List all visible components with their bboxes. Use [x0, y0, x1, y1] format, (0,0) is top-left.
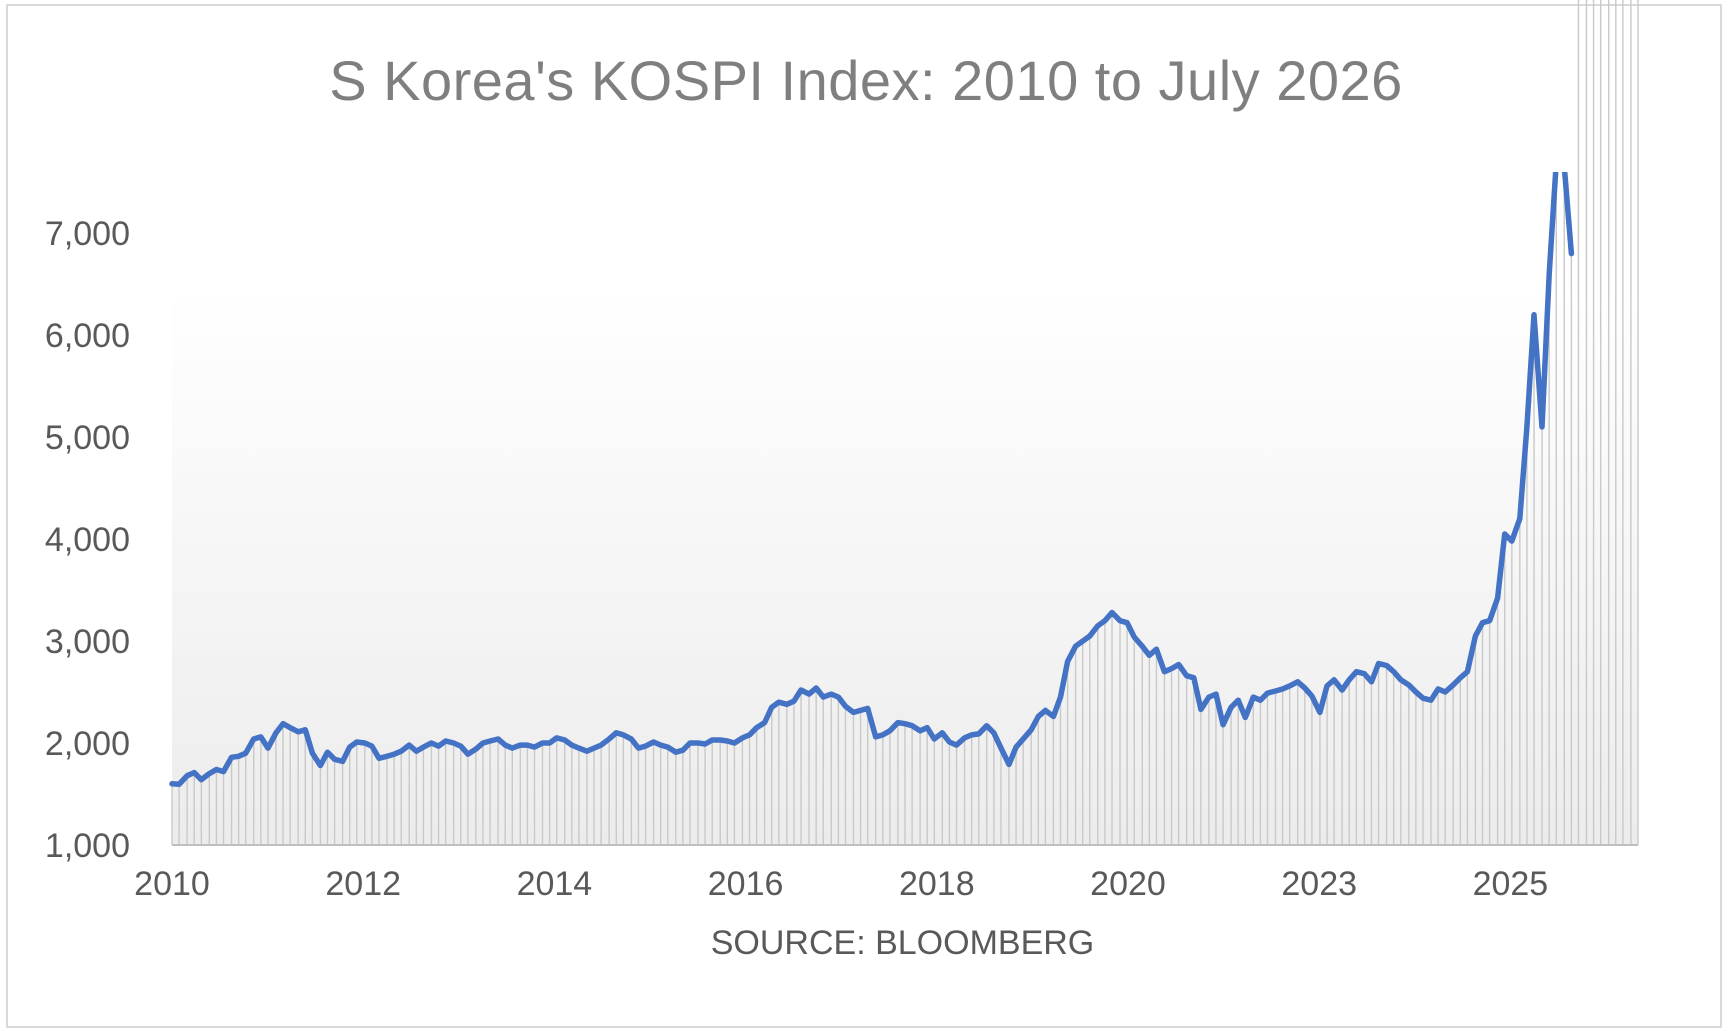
chart-title: S Korea's KOSPI Index: 2010 to July 2026	[329, 49, 1403, 112]
x-tick-label: 2012	[325, 865, 401, 903]
x-tick-label: 2025	[1473, 865, 1549, 903]
y-tick-label: 1,000	[45, 827, 130, 865]
series-line-group	[169, 172, 1575, 788]
x-tick-label: 2016	[708, 865, 784, 903]
y-tick-label: 7,000	[45, 215, 130, 253]
x-tick-label: 2023	[1281, 865, 1357, 903]
y-tick-label: 3,000	[45, 623, 130, 661]
y-tick-label: 2,000	[45, 725, 130, 763]
y-axis: 1,000 2,000 3,000 4,000 5,000 6,000 7,000	[45, 215, 130, 865]
x-tick-label: 2010	[134, 865, 210, 903]
x-tick-label: 2020	[1090, 865, 1166, 903]
x-tick-label: 2018	[899, 865, 975, 903]
y-tick-label: 6,000	[45, 317, 130, 355]
x-axis: 2010 2012 2014 2016 2018 2020 2023 2025	[134, 865, 1548, 903]
y-tick-label: 4,000	[45, 521, 130, 559]
x-tick-label: 2014	[517, 865, 593, 903]
y-tick-label: 5,000	[45, 419, 130, 457]
area-lines	[171, 0, 1639, 845]
series-line	[169, 172, 1575, 788]
source-label: SOURCE: BLOOMBERG	[710, 924, 1095, 962]
